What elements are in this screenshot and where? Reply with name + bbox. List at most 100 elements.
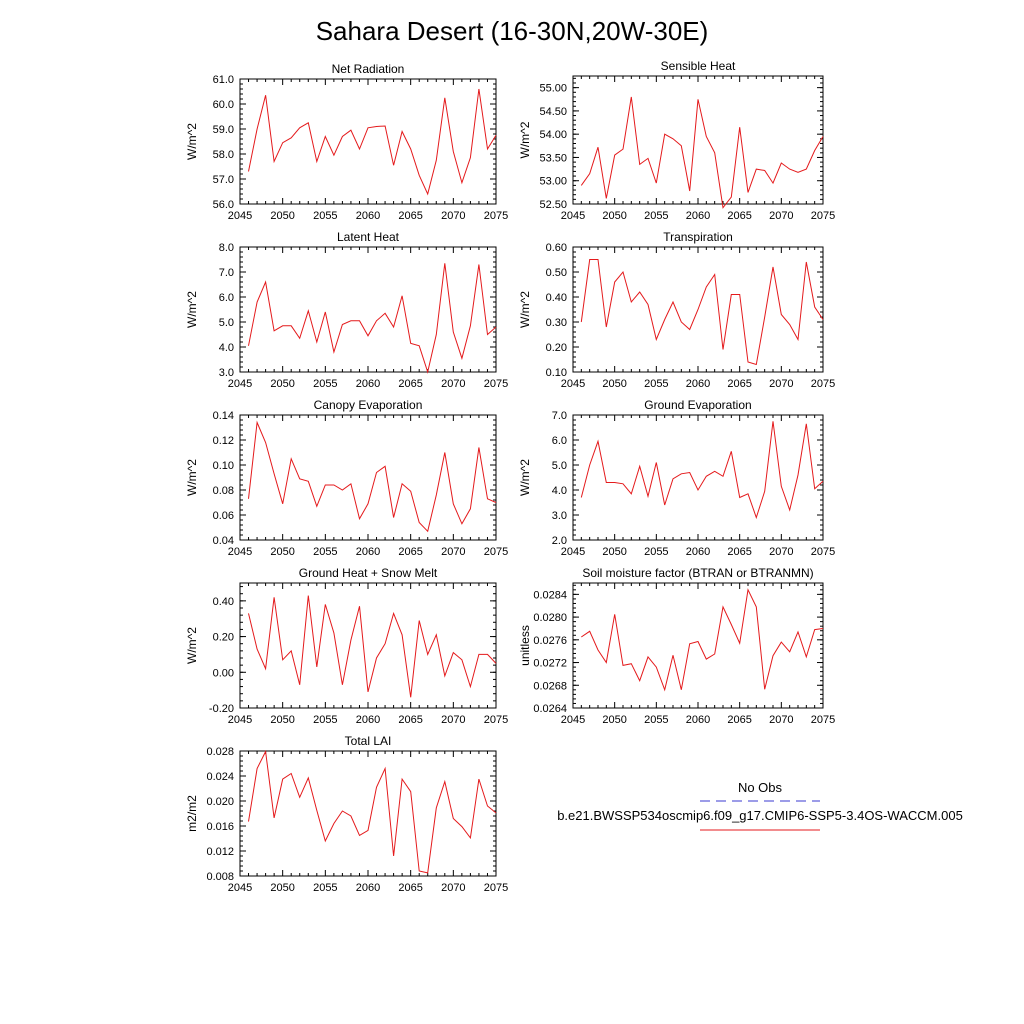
y-axis-label: W/m^2 bbox=[518, 291, 532, 328]
series-line bbox=[580, 96, 824, 209]
x-tick-label: 2065 bbox=[398, 882, 422, 894]
y-tick-label: 0.0280 bbox=[533, 612, 567, 624]
y-tick-label: 0.0276 bbox=[533, 635, 567, 647]
y-axis-label: W/m^2 bbox=[185, 459, 199, 496]
x-tick-label: 2070 bbox=[441, 714, 465, 726]
x-tick-label: 2065 bbox=[727, 546, 751, 558]
y-tick-label: 53.50 bbox=[539, 152, 567, 164]
y-axis-label: W/m^2 bbox=[518, 459, 532, 496]
y-tick-label: 6.0 bbox=[552, 435, 567, 447]
panel-sensible-heat: Sensible Heat W/m^2 2045 2050 2055 2060 2065 20… bbox=[518, 59, 835, 222]
series-line bbox=[580, 421, 824, 520]
plot-frame bbox=[572, 582, 824, 709]
panel-title: Net Radiation bbox=[332, 62, 405, 76]
x-tick-label: 2075 bbox=[811, 714, 835, 726]
y-tick-label: 8.0 bbox=[219, 242, 234, 254]
y-tick-label: 0.12 bbox=[213, 435, 234, 447]
x-tick-label: 2055 bbox=[644, 210, 668, 222]
y-tick-label: 0.016 bbox=[206, 821, 234, 833]
y-tick-label: 59.0 bbox=[213, 124, 234, 136]
x-tick-label: 2075 bbox=[484, 714, 508, 726]
x-tick-label: 2045 bbox=[228, 546, 252, 558]
x-tick-label: 2070 bbox=[769, 378, 793, 390]
y-tick-label: 52.50 bbox=[539, 199, 567, 211]
x-tick-label: 2075 bbox=[484, 546, 508, 558]
series-line bbox=[248, 88, 497, 196]
x-tick-label: 2075 bbox=[484, 882, 508, 894]
plot-frame bbox=[239, 750, 497, 877]
x-tick-label: 2060 bbox=[356, 546, 380, 558]
x-tick-label: 2070 bbox=[769, 210, 793, 222]
y-tick-label: 0.0264 bbox=[533, 703, 567, 715]
plot-frame bbox=[572, 75, 824, 205]
x-tick-label: 2060 bbox=[686, 546, 710, 558]
y-tick-label: 55.00 bbox=[539, 83, 567, 95]
x-tick-label: 2050 bbox=[270, 546, 294, 558]
y-tick-label: 0.20 bbox=[213, 632, 234, 644]
y-tick-label: 4.0 bbox=[219, 342, 234, 354]
panel-title: Canopy Evaporation bbox=[314, 398, 423, 412]
x-tick-label: 2045 bbox=[228, 714, 252, 726]
x-tick-label: 2055 bbox=[644, 546, 668, 558]
y-tick-label: 5.0 bbox=[552, 460, 567, 472]
y-axis-label: W/m^2 bbox=[185, 291, 199, 328]
y-axis-label: W/m^2 bbox=[518, 121, 532, 158]
x-tick-label: 2050 bbox=[602, 210, 626, 222]
y-tick-label: 60.0 bbox=[213, 99, 234, 111]
y-tick-label: 3.0 bbox=[552, 510, 567, 522]
y-tick-label: 2.0 bbox=[552, 535, 567, 547]
y-tick-label: 0.40 bbox=[546, 292, 567, 304]
y-tick-label: 0.10 bbox=[546, 367, 567, 379]
y-tick-label: 7.0 bbox=[219, 267, 234, 279]
x-tick-label: 2070 bbox=[441, 546, 465, 558]
panel-title: Transpiration bbox=[663, 230, 733, 244]
x-tick-label: 2075 bbox=[811, 378, 835, 390]
y-tick-label: 53.00 bbox=[539, 176, 567, 188]
y-tick-label: 0.0272 bbox=[533, 658, 567, 670]
series-line bbox=[248, 263, 497, 374]
x-tick-label: 2065 bbox=[398, 378, 422, 390]
x-tick-label: 2075 bbox=[484, 210, 508, 222]
x-tick-label: 2045 bbox=[228, 378, 252, 390]
panel-title: Sensible Heat bbox=[661, 59, 736, 73]
x-tick-label: 2055 bbox=[313, 378, 337, 390]
y-tick-label: 54.50 bbox=[539, 106, 567, 118]
panel-title: Latent Heat bbox=[337, 230, 400, 244]
series-line bbox=[581, 588, 824, 692]
panel-total-lai: Total LAI m2/m2 2045 2050 2055 2060 2065 2070 20… bbox=[185, 734, 508, 894]
x-tick-label: 2055 bbox=[313, 546, 337, 558]
y-tick-label: 0.20 bbox=[546, 342, 567, 354]
x-tick-label: 2050 bbox=[602, 378, 626, 390]
x-tick-label: 2050 bbox=[270, 714, 294, 726]
legend-case-label: b.e21.BWSSP534oscmip6.f09_g17.CMIP6-SSP5… bbox=[557, 808, 963, 823]
y-tick-label: 4.0 bbox=[552, 485, 567, 497]
x-tick-label: 2055 bbox=[644, 714, 668, 726]
y-tick-label: 0.40 bbox=[213, 596, 234, 608]
panel-title: Ground Evaporation bbox=[644, 398, 751, 412]
legend: No Obs b.e21.BWSSP534oscmip6.f09_g17.CMI… bbox=[557, 780, 963, 831]
plot-frame bbox=[572, 414, 824, 541]
y-axis-label: W/m^2 bbox=[185, 627, 199, 664]
panel-title: Ground Heat + Snow Melt bbox=[299, 566, 438, 580]
x-tick-label: 2045 bbox=[561, 378, 585, 390]
x-tick-label: 2065 bbox=[398, 714, 422, 726]
y-axis-label: unitless bbox=[518, 625, 532, 666]
panel-transpiration: Transpiration W/m^2 2045 2050 2055 2060 2065 20… bbox=[518, 230, 835, 390]
x-tick-label: 2070 bbox=[769, 714, 793, 726]
panel-title: Total LAI bbox=[345, 734, 392, 748]
y-tick-label: 0.0268 bbox=[533, 680, 567, 692]
series-line bbox=[248, 749, 497, 874]
y-tick-label: 61.0 bbox=[213, 74, 234, 86]
panel-latent-heat: Latent Heat W/m^2 2045 2050 2055 2060 2065 2070… bbox=[185, 230, 508, 390]
panel-canopy-evaporation: Canopy Evaporation W/m^2 2045 2050 2055 2060 2… bbox=[185, 398, 508, 558]
y-tick-label: 0.00 bbox=[213, 667, 234, 679]
x-tick-label: 2050 bbox=[602, 714, 626, 726]
x-tick-label: 2045 bbox=[561, 714, 585, 726]
y-tick-label: 54.00 bbox=[539, 129, 567, 141]
y-tick-label: 7.0 bbox=[552, 410, 567, 422]
plot-frame bbox=[239, 246, 497, 373]
x-tick-label: 2070 bbox=[441, 210, 465, 222]
x-tick-label: 2060 bbox=[686, 378, 710, 390]
x-tick-label: 2060 bbox=[356, 882, 380, 894]
